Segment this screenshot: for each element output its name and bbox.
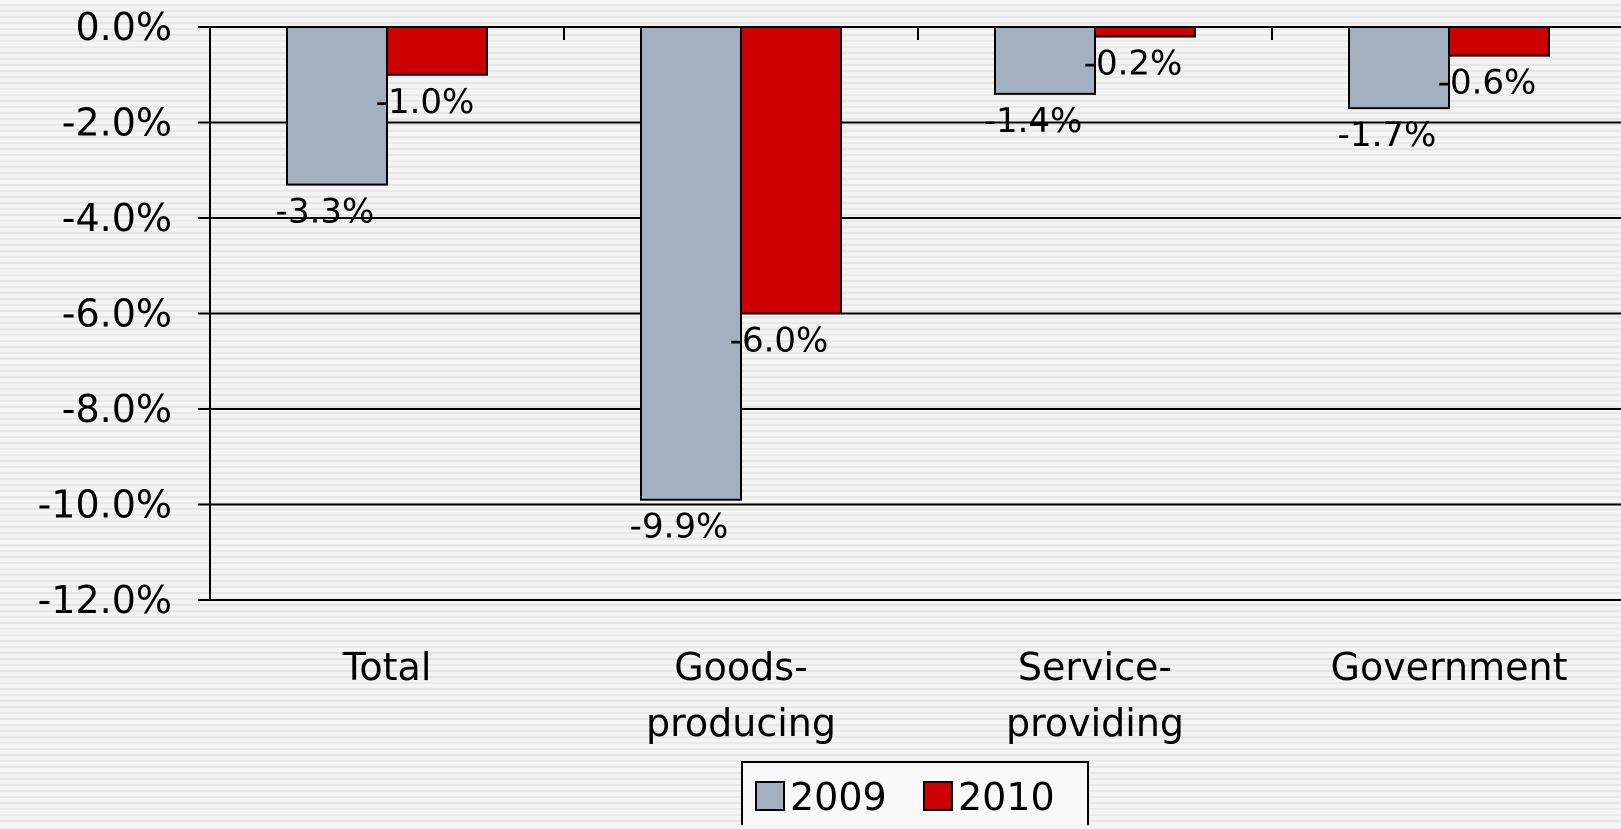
- x-category-label: producing: [646, 701, 836, 745]
- bar-2009: [640, 26, 742, 501]
- data-label: -0.2%: [1084, 44, 1183, 84]
- axes: 0.0% -2.0% -4.0% -6.0% -8.0% -10.0% -12.0% Tota…: [38, 5, 1568, 745]
- bar-2009: [1348, 26, 1450, 110]
- y-tick-label: -8.0%: [62, 387, 172, 431]
- legend: 2009 2010: [741, 761, 1089, 829]
- data-labels: -3.3% -9.9% -1.4% -1.7% -1.0% -6.0% -0.2% -0.6%: [276, 44, 1537, 547]
- bar-2010: [1094, 26, 1196, 38]
- x-category-label: Service-: [1018, 645, 1172, 689]
- legend-box: [741, 761, 1089, 829]
- y-tick-label: -10.0%: [38, 483, 172, 527]
- bars: [286, 26, 1550, 501]
- x-category-label: Government: [1331, 645, 1568, 689]
- legend-label-2010: 2010: [958, 775, 1055, 819]
- gridlines: [210, 26, 1621, 601]
- legend-label-2009: 2009: [790, 775, 887, 819]
- y-tick-label: -12.0%: [38, 578, 172, 622]
- x-category-label: Total: [342, 645, 432, 689]
- data-label: -9.9%: [630, 507, 729, 547]
- bar-2010: [1448, 26, 1550, 57]
- data-label: -3.3%: [276, 192, 375, 232]
- bar-2010: [740, 26, 842, 315]
- data-label: -6.0%: [730, 321, 829, 361]
- data-label: -1.0%: [376, 82, 475, 122]
- data-label: -1.7%: [1338, 115, 1437, 155]
- bar-2009: [994, 26, 1096, 95]
- x-category-label: Goods-: [674, 645, 808, 689]
- data-label: -0.6%: [1438, 63, 1537, 103]
- legend-swatch-2010: [923, 781, 953, 811]
- legend-swatch-2009: [755, 781, 785, 811]
- x-category-label: providing: [1006, 701, 1184, 745]
- bar-2010: [386, 26, 488, 76]
- y-tick-label: -2.0%: [62, 101, 172, 145]
- bar-2009: [286, 26, 388, 186]
- data-label: -1.4%: [984, 101, 1083, 141]
- y-tick-label: 0.0%: [75, 5, 172, 49]
- y-tick-label: -4.0%: [62, 196, 172, 240]
- y-tick-label: -6.0%: [62, 292, 172, 336]
